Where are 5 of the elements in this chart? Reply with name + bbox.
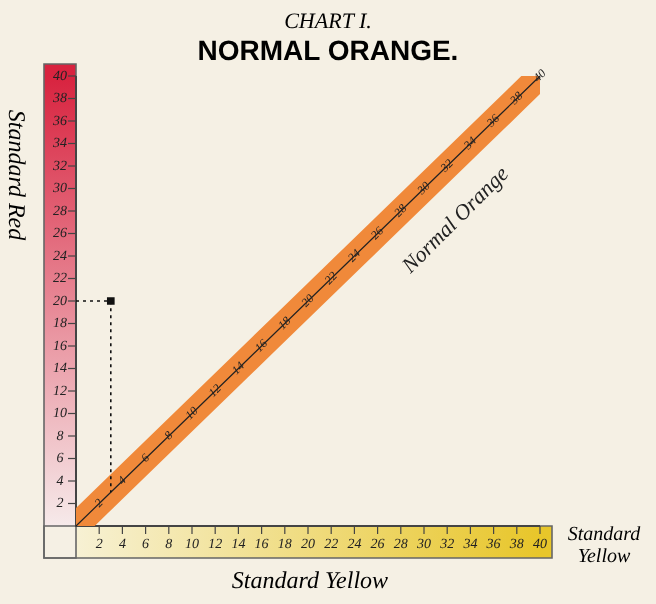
x-axis-title: Standard Yellow	[229, 566, 391, 596]
y-axis-title: Standard Red	[1, 107, 31, 245]
chart-subtitle: CHART I.	[282, 10, 374, 34]
text: Standard Yellow	[565, 524, 643, 568]
chart-title: NORMAL ORANGE.	[195, 34, 461, 66]
